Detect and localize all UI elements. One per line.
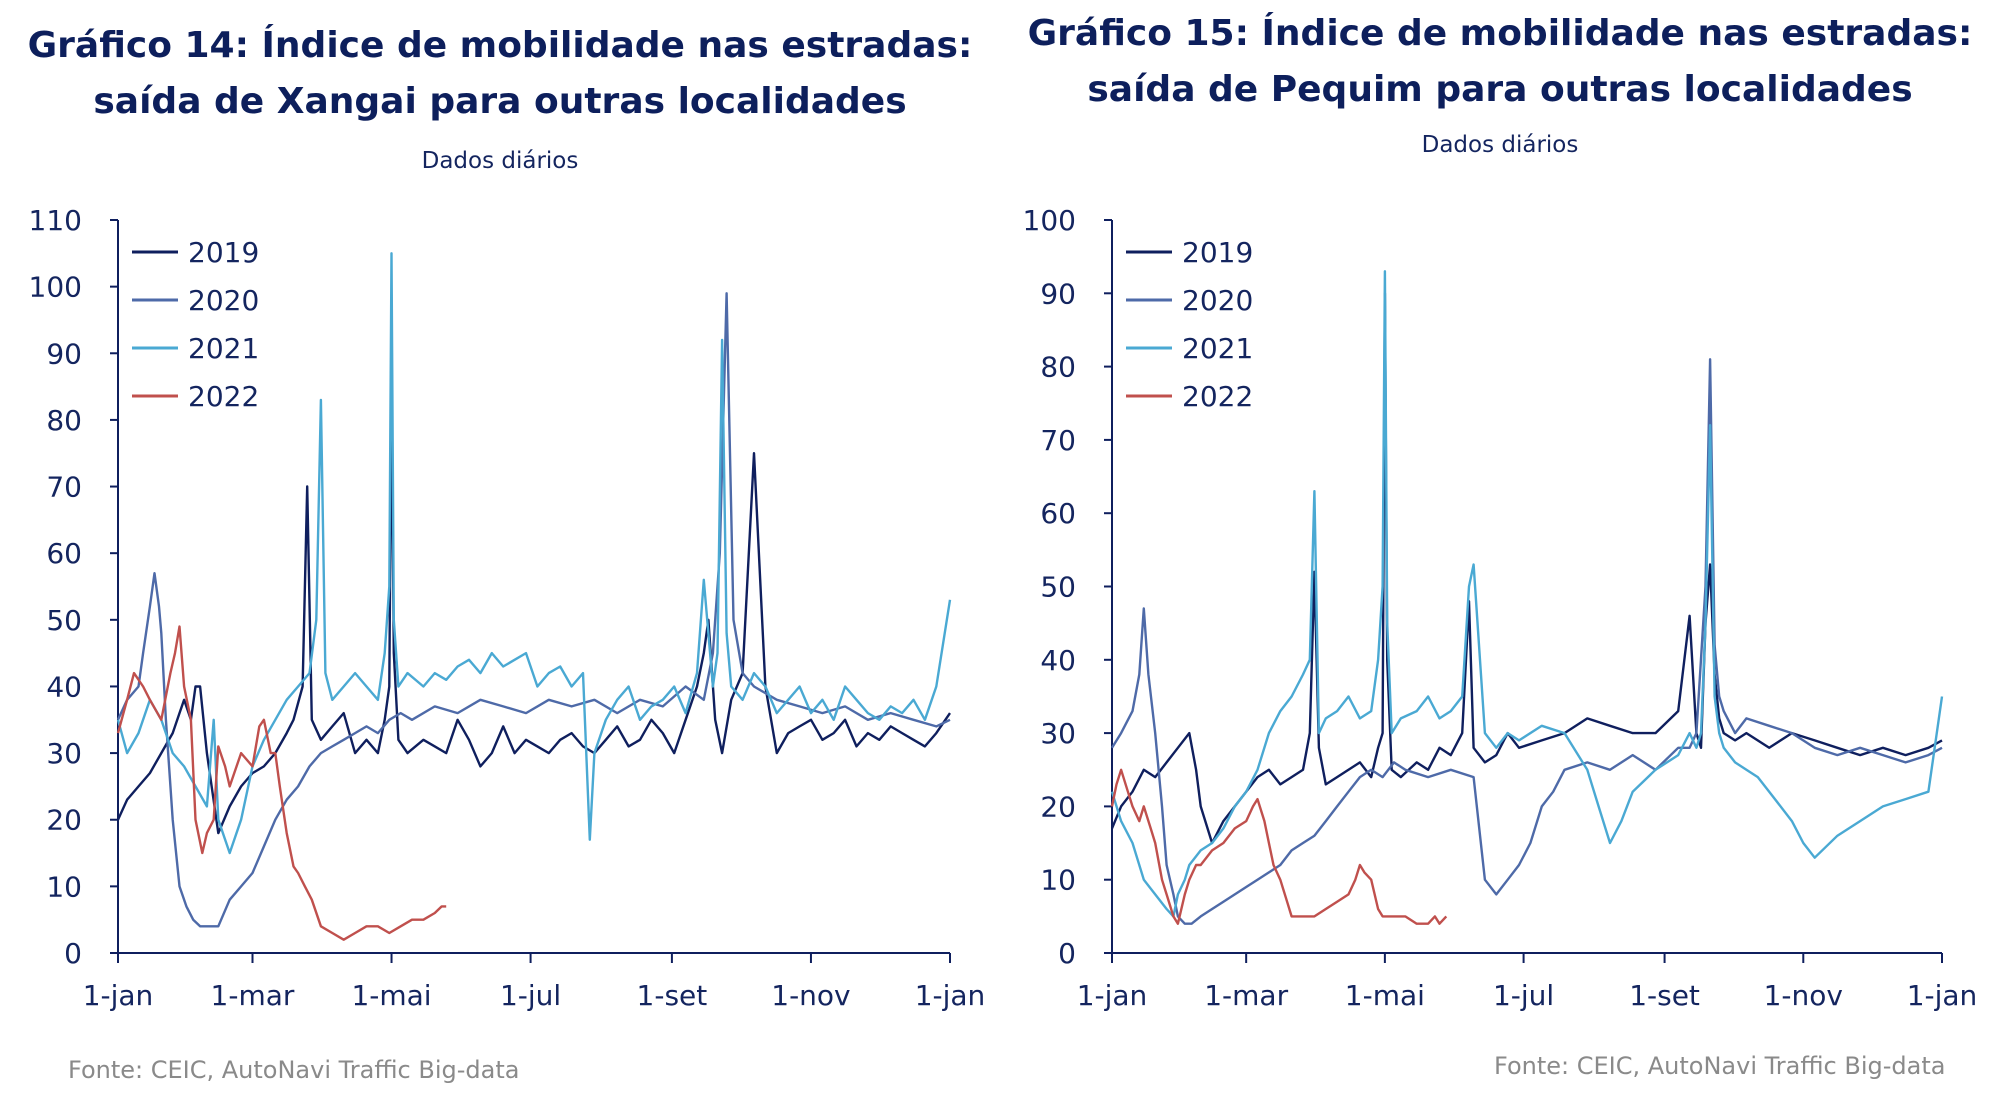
y-tick-label: 90: [46, 337, 82, 370]
series-line-2019: [116, 378, 951, 835]
x-tick-label: 1-mai: [1345, 979, 1425, 1012]
legend-label: 2021: [188, 332, 259, 365]
legend-label: 2019: [1182, 236, 1253, 269]
chart-source: Fonte: CEIC, AutoNavi Traffic Big-data: [68, 1056, 520, 1084]
y-tick-label: 30: [1040, 717, 1076, 750]
y-tick-label: 10: [1040, 864, 1076, 897]
series-line-2022: [116, 625, 447, 941]
y-tick-label: 50: [46, 604, 82, 637]
legend-label: 2019: [188, 236, 259, 269]
y-tick-label: 90: [1040, 277, 1076, 310]
y-tick-label: 40: [46, 670, 82, 703]
y-tick-label: 100: [1023, 204, 1076, 237]
y-tick-label: 30: [46, 737, 82, 770]
chart-svg-15: 0 10 20 30 40 50 60 70 80 90 100 1-jan 1-mar 1-mai 1-j…: [1023, 204, 1978, 1012]
x-tick-label: 1-jul: [500, 979, 561, 1012]
y-tick-label: 20: [46, 804, 82, 837]
legend-label: 2021: [1182, 332, 1253, 365]
chart-panel-15: Gráfico 15: Índice de mobilidade nas est…: [1000, 0, 2000, 1101]
x-tick-label: 1-mar: [1204, 979, 1288, 1012]
chart-title: Gráfico 14: Índice de mobilidade nas est…: [27, 25, 973, 122]
y-tick-label: 20: [1040, 790, 1076, 823]
chart-source: Fonte: CEIC, AutoNavi Traffic Big-data: [1494, 1052, 1946, 1080]
y-tick-label: 70: [1040, 424, 1076, 457]
y-tick-label: 40: [1040, 644, 1076, 677]
x-tick-label: 1-jan: [83, 979, 154, 1012]
legend-label: 2022: [188, 380, 259, 413]
x-tick-label: 1-set: [1629, 979, 1700, 1012]
y-tick-label: 60: [1040, 497, 1076, 530]
x-tick-label: 1-jul: [1493, 979, 1554, 1012]
series-line-2021: [116, 252, 952, 855]
series-line-2022: [1110, 768, 1448, 925]
x-tick-label: 1-mar: [211, 979, 295, 1012]
chart-title: Gráfico 15: Índice de mobilidade nas est…: [1027, 13, 1973, 110]
x-tick-label: 1-nov: [771, 979, 850, 1012]
y-tick-label: 50: [1040, 571, 1076, 604]
legend-label: 2022: [1182, 380, 1253, 413]
chart-svg-14: 0 10 20 30 40 50 60 70 80 90 100 110 1-jan 1-mar 1-mai…: [29, 204, 986, 1012]
y-tick-label: 0: [1058, 937, 1076, 970]
legend-label: 2020: [188, 284, 259, 317]
x-tick-label: 1-jan: [915, 979, 986, 1012]
y-tick-label: 70: [46, 471, 82, 504]
series-line-2019: [1110, 292, 1943, 845]
x-tick-label: 1-jan: [1077, 979, 1148, 1012]
series-line-2020: [116, 292, 951, 928]
series-line-2021: [1110, 270, 1944, 918]
chart-subtitle: Dados diários: [421, 148, 579, 174]
x-tick-label: 1-jan: [1907, 979, 1978, 1012]
chart-subtitle: Dados diários: [1421, 132, 1579, 158]
y-tick-label: 0: [64, 937, 82, 970]
y-tick-label: 60: [46, 537, 82, 570]
y-tick-label: 100: [29, 271, 82, 304]
series-line-2020: [1110, 358, 1943, 925]
y-tick-label: 80: [1040, 351, 1076, 384]
x-tick-label: 1-set: [637, 979, 708, 1012]
chart-panel-14: Gráfico 14: Índice de mobilidade nas est…: [27, 25, 986, 1084]
legend-label: 2020: [1182, 284, 1253, 317]
x-tick-label: 1-nov: [1764, 979, 1843, 1012]
y-tick-label: 80: [46, 404, 82, 437]
y-tick-label: 110: [29, 204, 82, 237]
x-tick-label: 1-mai: [351, 979, 431, 1012]
y-tick-label: 10: [46, 870, 82, 903]
